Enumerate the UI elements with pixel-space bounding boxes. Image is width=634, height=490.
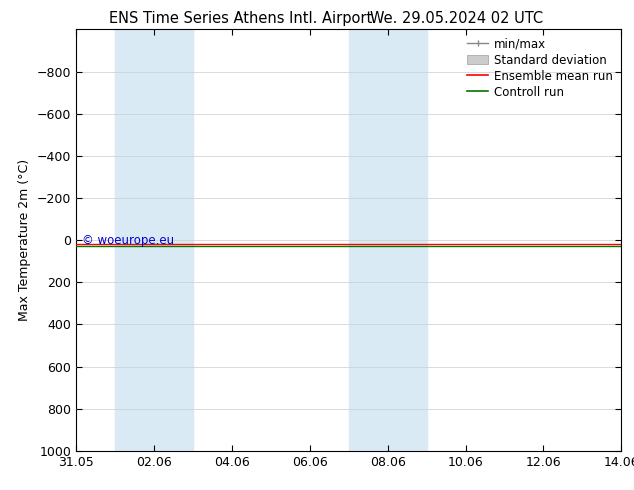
Text: We. 29.05.2024 02 UTC: We. 29.05.2024 02 UTC <box>370 11 543 26</box>
Text: ENS Time Series Athens Intl. Airport: ENS Time Series Athens Intl. Airport <box>109 11 373 26</box>
Bar <box>115 29 193 451</box>
Bar <box>349 29 427 451</box>
Text: © woeurope.eu: © woeurope.eu <box>82 234 174 246</box>
Y-axis label: Max Temperature 2m (°C): Max Temperature 2m (°C) <box>18 159 31 321</box>
Legend: min/max, Standard deviation, Ensemble mean run, Controll run: min/max, Standard deviation, Ensemble me… <box>465 35 616 101</box>
